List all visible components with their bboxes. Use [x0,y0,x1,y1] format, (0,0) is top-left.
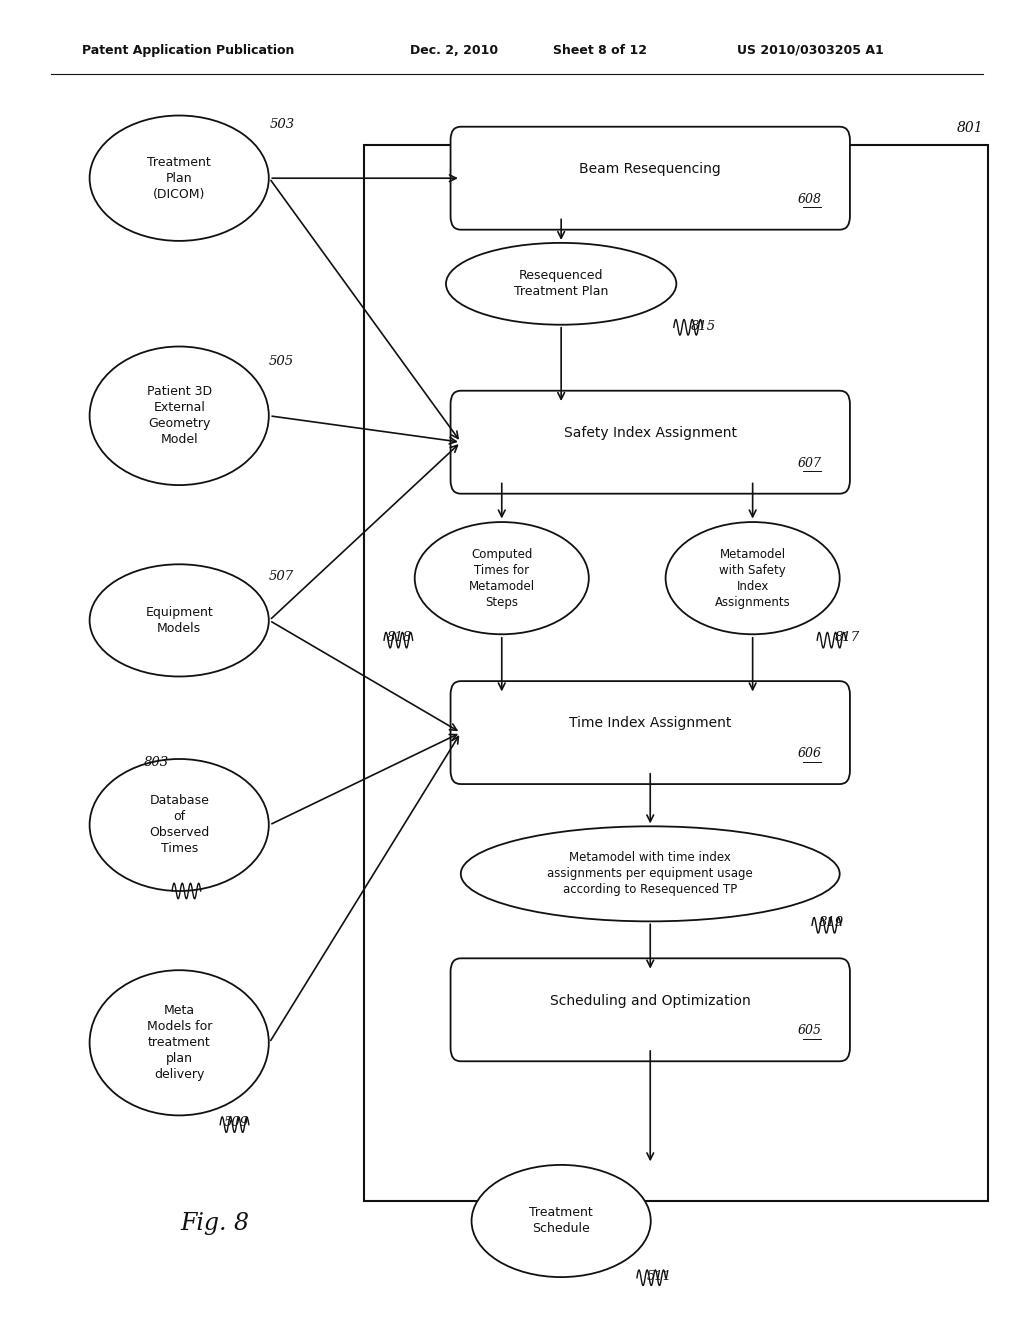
Text: US 2010/0303205 A1: US 2010/0303205 A1 [737,44,884,57]
Text: 819: 819 [819,916,845,929]
Text: Patent Application Publication: Patent Application Publication [82,44,294,57]
FancyBboxPatch shape [451,958,850,1061]
Text: Safety Index Assignment: Safety Index Assignment [564,426,736,440]
FancyBboxPatch shape [451,127,850,230]
Ellipse shape [90,116,268,242]
Text: Fig. 8: Fig. 8 [180,1212,250,1236]
Text: 801: 801 [956,120,983,135]
Text: Sheet 8 of 12: Sheet 8 of 12 [553,44,647,57]
Text: 509: 509 [223,1115,249,1129]
Text: 803: 803 [143,756,169,770]
FancyBboxPatch shape [451,391,850,494]
Text: 818: 818 [387,631,413,644]
Text: 505: 505 [268,355,294,368]
Ellipse shape [90,346,268,484]
Ellipse shape [446,243,677,325]
Text: Equipment
Models: Equipment Models [145,606,213,635]
Text: Resequenced
Treatment Plan: Resequenced Treatment Plan [514,269,608,298]
Text: Meta
Models for
treatment
plan
delivery: Meta Models for treatment plan delivery [146,1005,212,1081]
Text: Treatment
Schedule: Treatment Schedule [529,1206,593,1236]
Text: 606: 606 [798,747,821,760]
Ellipse shape [461,826,840,921]
Text: Metamodel
with Safety
Index
Assignments: Metamodel with Safety Index Assignments [715,548,791,609]
Text: 817: 817 [835,631,860,644]
Text: Beam Resequencing: Beam Resequencing [580,162,721,176]
Text: Treatment
Plan
(DICOM): Treatment Plan (DICOM) [147,156,211,201]
Text: 815: 815 [691,319,717,333]
Text: Dec. 2, 2010: Dec. 2, 2010 [410,44,498,57]
Ellipse shape [90,970,268,1115]
Text: Scheduling and Optimization: Scheduling and Optimization [550,994,751,1007]
Text: Metamodel with time index
assignments per equipment usage
according to Resequenc: Metamodel with time index assignments pe… [548,851,753,896]
Ellipse shape [666,521,840,635]
Text: Computed
Times for
Metamodel
Steps: Computed Times for Metamodel Steps [469,548,535,609]
Text: 608: 608 [798,193,821,206]
Ellipse shape [90,759,268,891]
Text: 607: 607 [798,457,821,470]
Text: 503: 503 [269,117,295,131]
FancyBboxPatch shape [451,681,850,784]
Ellipse shape [90,565,268,676]
Text: Time Index Assignment: Time Index Assignment [569,717,731,730]
Text: Database
of
Observed
Times: Database of Observed Times [150,795,209,855]
Text: Patient 3D
External
Geometry
Model: Patient 3D External Geometry Model [146,385,212,446]
Ellipse shape [415,521,589,635]
Text: 605: 605 [798,1024,821,1038]
Text: 511: 511 [647,1270,673,1283]
Text: 507: 507 [268,570,294,583]
Ellipse shape [471,1166,651,1278]
